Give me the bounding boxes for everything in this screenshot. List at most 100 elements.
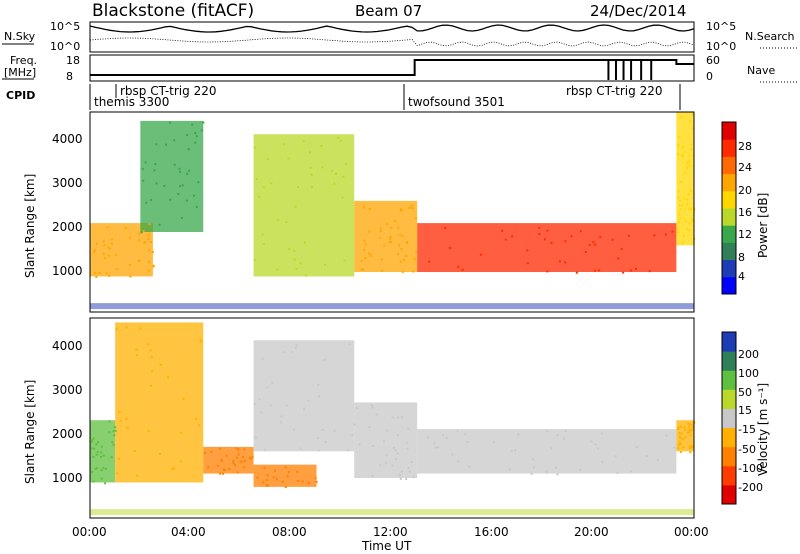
power-cbar-swatch-4 xyxy=(722,208,736,226)
velocity-speckle xyxy=(200,340,203,343)
power-speckle xyxy=(194,132,197,135)
velocity-speckle xyxy=(353,423,356,426)
power-speckle xyxy=(526,262,529,265)
power-speckle xyxy=(369,254,372,257)
velocity-speckle xyxy=(322,359,325,362)
velocity-speckle xyxy=(656,458,659,461)
power-speckle xyxy=(144,241,147,244)
velocity-speckle xyxy=(375,413,378,416)
velocity-speckle xyxy=(397,434,400,437)
velocity-speckle xyxy=(546,430,549,433)
velocity-speckle xyxy=(351,434,354,437)
velocity-speckle xyxy=(679,443,682,446)
power-speckle xyxy=(689,189,692,192)
power-colorbar-ticks: 4 8 12 16 20 24 28 xyxy=(738,140,752,283)
power-speckle xyxy=(195,135,198,138)
velocity-speckle xyxy=(263,448,266,451)
freq-label: Freq. xyxy=(10,54,37,67)
power-speckle xyxy=(155,182,158,185)
power-speckle xyxy=(138,232,141,235)
velocity-speckle xyxy=(125,326,128,329)
velocity-speckle xyxy=(167,376,170,379)
power-speckle xyxy=(285,221,288,224)
power-speckle xyxy=(147,269,150,272)
velocity-speckle xyxy=(110,456,113,459)
velocity-speckle xyxy=(464,433,467,436)
velocity-speckle xyxy=(265,484,268,487)
site-title: Blackstone (fitACF) xyxy=(92,1,254,21)
power-speckle xyxy=(310,173,313,176)
velocity-speckle xyxy=(590,440,593,443)
power-speckle xyxy=(364,243,367,246)
power-speckle xyxy=(681,241,684,244)
velocity-speckle xyxy=(317,449,320,452)
power-speckle xyxy=(197,181,200,184)
power-speckle xyxy=(339,139,342,142)
power-speckle xyxy=(380,258,383,261)
velocity-speckle xyxy=(105,467,108,470)
power-cbar-tick-16: 16 xyxy=(738,206,752,219)
power-cbar-swatch-8 xyxy=(722,139,736,157)
velocity-speckle xyxy=(91,440,94,443)
velocity-speckle xyxy=(114,426,117,429)
power-speckle xyxy=(681,155,684,158)
velocity-speckle xyxy=(691,428,694,431)
velocity-speckle xyxy=(280,421,283,424)
power-speckle xyxy=(147,238,150,241)
power-speckle xyxy=(679,181,682,184)
velocity-speckle xyxy=(222,472,225,475)
velocity-speckle xyxy=(104,482,107,485)
velocity-speckle xyxy=(133,449,136,452)
power-speckle xyxy=(679,208,682,211)
power-speckle xyxy=(386,223,389,226)
velocity-speckle xyxy=(147,343,150,346)
velocity-speckle xyxy=(195,417,198,420)
power-speckle xyxy=(148,223,151,226)
power-speckle xyxy=(270,182,273,185)
power-speckle xyxy=(154,163,157,166)
power-ytick-1000: 1000 xyxy=(52,264,83,278)
velocity-speckle xyxy=(645,454,648,457)
power-speckle xyxy=(383,244,386,247)
velocity-speckle xyxy=(223,469,226,472)
power-speckle xyxy=(457,265,460,268)
power-speckle xyxy=(413,258,416,261)
velocity-speckle xyxy=(635,446,638,449)
power-speckle xyxy=(293,249,296,252)
velocity-speckle xyxy=(689,428,692,431)
power-speckle xyxy=(405,254,408,257)
velocity-speckle xyxy=(673,446,676,449)
power-speckle xyxy=(173,139,176,142)
velocity-speckle xyxy=(92,480,95,483)
power-speckle xyxy=(299,262,302,265)
power-speckle xyxy=(304,274,307,277)
velocity-speckle xyxy=(441,434,444,437)
velocity-speckle xyxy=(94,467,97,470)
velocity-speckle xyxy=(266,484,269,487)
power-speckle xyxy=(691,113,694,116)
velocity-cbar-tick-minus200: -200 xyxy=(738,481,763,494)
velocity-ytick-1000: 1000 xyxy=(52,471,83,485)
power-speckle xyxy=(124,226,127,229)
velocity-speckle xyxy=(396,452,399,455)
velocity-speckle xyxy=(683,426,686,429)
velocity-speckle xyxy=(689,430,692,433)
power-cbar-swatch-5 xyxy=(722,190,736,209)
power-speckle xyxy=(400,208,403,211)
power-speckle xyxy=(334,172,337,175)
velocity-speckle xyxy=(451,453,454,456)
velocity-speckle xyxy=(315,480,318,483)
velocity-speckle xyxy=(220,458,223,461)
power-speckle xyxy=(677,196,680,199)
power-speckle xyxy=(676,143,679,146)
power-speckle xyxy=(617,257,620,260)
velocity-speckle xyxy=(253,403,256,406)
velocity-region-3 xyxy=(253,464,317,487)
velocity-speckle xyxy=(323,358,326,361)
power-speckle xyxy=(287,157,290,160)
power-speckle xyxy=(682,234,685,237)
velocity-speckle xyxy=(324,440,327,443)
power-speckle xyxy=(681,153,684,156)
power-speckle xyxy=(345,163,348,166)
power-speckle xyxy=(294,205,297,208)
